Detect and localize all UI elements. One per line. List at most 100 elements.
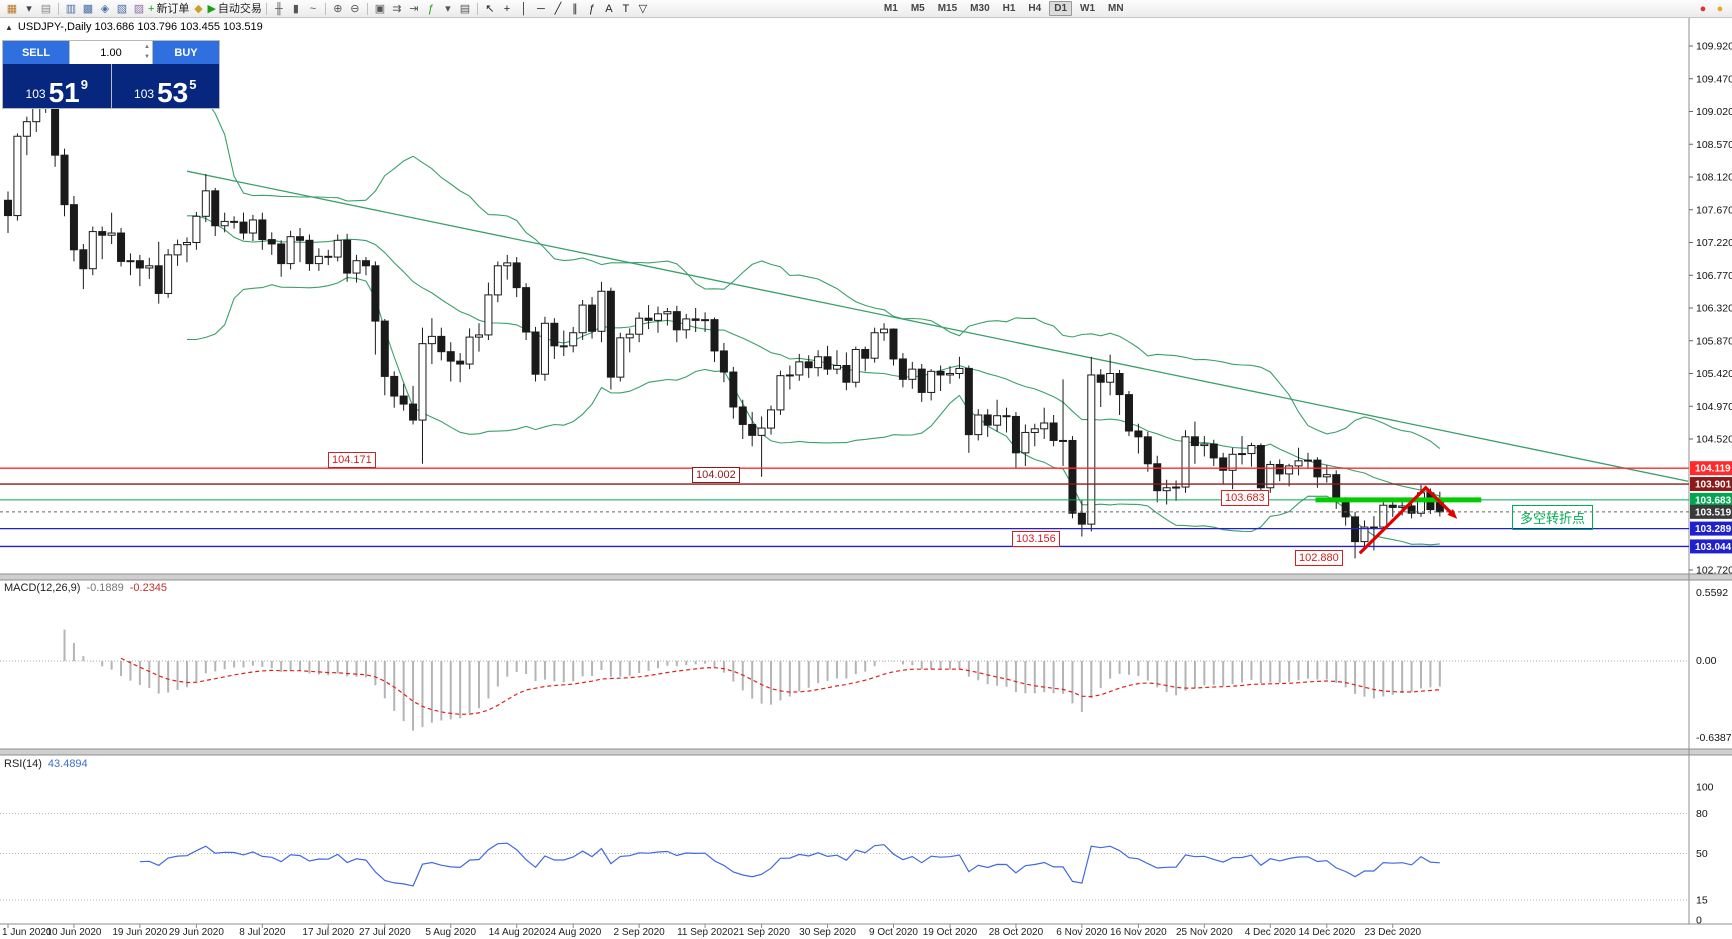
periods-dropdown[interactable]: ▾ <box>440 1 456 17</box>
svg-text:0: 0 <box>1696 915 1702 927</box>
timeframe-m30-button[interactable]: M30 <box>970 3 990 14</box>
indicators-button[interactable]: ƒ <box>423 1 439 17</box>
vertical-line-icon: │ <box>520 2 528 15</box>
svg-text:16 Nov 2020: 16 Nov 2020 <box>1110 927 1167 938</box>
toolbar-separator <box>58 2 59 15</box>
vertical-line-button[interactable]: │ <box>516 1 532 17</box>
one-click-collapse-toggle[interactable]: ▲ <box>5 22 13 32</box>
autotrading-icon: ▶ <box>207 2 216 15</box>
price-axis[interactable]: 109.920 109.470 109.020 108.570 108.120 107.6… <box>1689 41 1732 577</box>
timeframe-h4-button[interactable]: H4 <box>1028 3 1042 14</box>
volume-down-icon[interactable]: ▼ <box>144 54 150 60</box>
periods-icon: ▾ <box>445 2 451 15</box>
line-chart-button[interactable]: ~ <box>305 1 321 17</box>
chart-header: ▲ USDJPY-,Daily 103.686 103.796 103.455 … <box>5 21 263 33</box>
chart-shift-button[interactable]: ⇥ <box>406 1 422 17</box>
svg-text:17 Jul 2020: 17 Jul 2020 <box>302 927 354 938</box>
templates-button[interactable]: ▤ <box>457 1 473 17</box>
price-level-label-103.156[interactable]: 103.156 <box>1012 531 1060 547</box>
svg-text:106.320: 106.320 <box>1696 303 1732 315</box>
svg-text:103.683: 103.683 <box>1695 495 1732 506</box>
new-order-button[interactable]: + 新订单 <box>148 1 189 17</box>
tile-windows-button[interactable]: ▣ <box>372 1 388 17</box>
timeframe-m1-button[interactable]: M1 <box>883 3 898 14</box>
arrows-button[interactable]: ▽ <box>635 1 651 17</box>
autotrading-button[interactable]: ▶ 自动交易 <box>207 1 261 17</box>
volume-input[interactable]: 1.00 ▲ ▼ <box>69 41 153 64</box>
timeframe-w1-button[interactable]: W1 <box>1080 3 1096 14</box>
timeframe-d1-button[interactable]: D1 <box>1049 1 1073 16</box>
metaeditor-button[interactable]: ◆ <box>190 1 206 17</box>
text-button[interactable]: A <box>601 1 617 17</box>
svg-text:2 Sep 2020: 2 Sep 2020 <box>614 927 666 938</box>
price-level-label-104.002[interactable]: 104.002 <box>692 467 740 483</box>
svg-text:103.519: 103.519 <box>1695 507 1732 518</box>
navigator-button[interactable]: ◈ <box>97 1 113 17</box>
cursor-button[interactable]: ↖ <box>482 1 498 17</box>
price-level-label-104.171[interactable]: 104.171 <box>328 452 376 468</box>
rsi-name: RSI(14) <box>4 758 42 770</box>
crosshair-button[interactable]: + <box>499 1 515 17</box>
bar-chart-button[interactable]: ╫ <box>271 1 287 17</box>
sell-button[interactable]: SELL <box>3 41 69 64</box>
new-chart-button[interactable]: ▦ <box>4 1 20 17</box>
horizontal-level-lines[interactable] <box>0 467 1689 548</box>
toolbar-separator <box>476 2 478 15</box>
chart-dropdown[interactable]: ▾ <box>21 1 37 17</box>
svg-text:50: 50 <box>1696 848 1708 860</box>
market-watch-button[interactable]: ▥ <box>63 1 79 17</box>
rsi-panel[interactable] <box>0 813 1689 901</box>
crosshair-icon: + <box>503 2 511 15</box>
panel-separator-1[interactable] <box>0 574 1732 580</box>
navigator-icon: ◈ <box>100 2 110 15</box>
buy-price-display[interactable]: 103 53 5 <box>111 64 219 108</box>
candlestick-button[interactable]: ▮ <box>288 1 304 17</box>
toolbar: ▦ ▾ ▤ ▥ ▩ ◈ ▧ ▨ + 新订单 ◆ ▶ 自动交易 ╫ ▮ ~ ⊕ ⊖ ▣ ⇉ ⇥ ƒ ▾ ▤ ↖ + │ ─ ╱ ∥ ƒ A T ▽ M… <box>0 0 1732 18</box>
new-chart-icon: ▦ <box>6 2 18 15</box>
volume-up-icon[interactable]: ▲ <box>144 44 150 50</box>
main-chart-panel[interactable] <box>0 61 1689 559</box>
horizontal-line-button[interactable]: ─ <box>533 1 549 17</box>
buy-button[interactable]: BUY <box>153 41 219 64</box>
data-window-button[interactable]: ▩ <box>80 1 96 17</box>
svg-text:102.720: 102.720 <box>1696 565 1732 577</box>
strategy-tester-button[interactable]: ▨ <box>131 1 147 17</box>
panel-separator-2[interactable] <box>0 749 1732 755</box>
svg-text:14 Dec 2020: 14 Dec 2020 <box>1298 927 1355 938</box>
auto-scroll-button[interactable]: ⇉ <box>389 1 405 17</box>
alert-icon[interactable]: ● <box>1712 1 1728 17</box>
arrow-head-icon <box>1447 509 1458 519</box>
timeframe-m15-button[interactable]: M15 <box>937 3 958 14</box>
timeframe-mn-button[interactable]: MN <box>1108 3 1124 14</box>
new-order-button-label: 新订单 <box>156 2 190 15</box>
svg-text:4 Dec 2020: 4 Dec 2020 <box>1245 927 1297 938</box>
svg-text:25 Nov 2020: 25 Nov 2020 <box>1176 927 1233 938</box>
channel-button[interactable]: ∥ <box>567 1 583 17</box>
descending-trendline[interactable] <box>186 170 1689 482</box>
price-level-label-102.880[interactable]: 102.880 <box>1295 550 1343 566</box>
svg-text:30 Sep 2020: 30 Sep 2020 <box>799 927 856 938</box>
news-icon[interactable]: ● <box>1695 1 1711 17</box>
zoom-in-button[interactable]: ⊕ <box>330 1 346 17</box>
macd-name: MACD(12,26,9) <box>4 582 81 594</box>
terminal-button[interactable]: ▧ <box>114 1 130 17</box>
sell-price-figure: 103 <box>25 87 46 101</box>
timeframe-h1-button[interactable]: H1 <box>1002 3 1016 14</box>
timeframe-m5-button[interactable]: M5 <box>910 3 925 14</box>
fibonacci-button[interactable]: ƒ <box>584 1 600 17</box>
sell-price-display[interactable]: 103 51 9 <box>3 64 111 108</box>
bull-bear-turning-point-note[interactable]: 多空转折点 <box>1512 505 1594 530</box>
bollinger-bands <box>186 91 1441 546</box>
profiles-button[interactable]: ▤ <box>38 1 54 17</box>
price-level-label-103.683[interactable]: 103.683 <box>1221 490 1269 506</box>
bar-chart-icon: ╫ <box>275 2 283 15</box>
macd-panel[interactable] <box>0 629 1689 731</box>
trendline-button[interactable]: ╱ <box>550 1 566 17</box>
terminal-icon: ▧ <box>116 2 128 15</box>
zoom-out-button[interactable]: ⊖ <box>347 1 363 17</box>
macd-axis: 0.5592 0.00 -0.6387 <box>1696 587 1732 744</box>
label-button[interactable]: T <box>618 1 634 17</box>
svg-text:107.670: 107.670 <box>1696 204 1732 216</box>
